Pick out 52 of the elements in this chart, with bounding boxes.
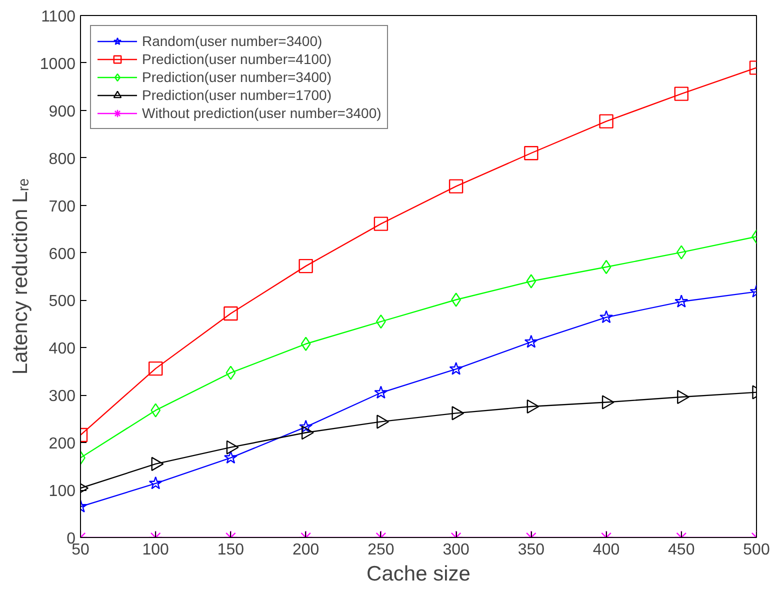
x-tick-label: 450 — [668, 542, 695, 558]
x-tick-label: 300 — [442, 542, 470, 558]
x-tick-label: 100 — [142, 542, 170, 558]
point — [676, 245, 686, 260]
y-tick-label: 1100 — [41, 8, 76, 26]
point — [298, 258, 313, 274]
y-tick-label: 1000 — [40, 56, 76, 73]
point — [374, 386, 388, 399]
point — [601, 260, 612, 274]
point — [599, 114, 614, 128]
point — [224, 306, 238, 321]
y-tick-label: 600 — [48, 246, 76, 263]
point — [524, 146, 538, 160]
point — [226, 440, 239, 454]
legend-label: Without prediction(user number=3400) — [142, 104, 382, 122]
legend-label: Prediction(user number=1700) — [142, 86, 332, 104]
point — [674, 86, 688, 101]
y-tick-label: 400 — [48, 340, 76, 358]
x-axis-title: Cache size — [366, 562, 470, 586]
point — [148, 476, 162, 490]
x-tick-label: 200 — [292, 542, 320, 558]
point — [374, 216, 388, 231]
y-tick-label: 900 — [48, 103, 76, 120]
legend-label: Prediction(user number=3400) — [142, 68, 332, 86]
y-tick-label: 500 — [48, 293, 76, 310]
point — [224, 450, 238, 464]
point — [301, 426, 314, 440]
x-tick-label: 400 — [592, 542, 620, 558]
legend-label: Prediction(user number=4100) — [142, 50, 332, 68]
point — [599, 310, 614, 324]
point — [300, 336, 311, 351]
y-tick-label: 700 — [48, 198, 76, 216]
point — [526, 274, 536, 288]
y-tick-label: 300 — [48, 388, 76, 406]
y-axis-title: Latency reduction Lᵣₑ — [8, 178, 32, 375]
y-tick-label: 800 — [48, 150, 76, 168]
point — [151, 456, 164, 472]
legend-label: Random(user number=3400) — [142, 32, 322, 50]
point — [449, 362, 463, 375]
point — [674, 294, 688, 308]
y-tick-label: 100 — [48, 483, 76, 500]
y-tick-label: 200 — [48, 436, 76, 453]
point — [226, 366, 236, 380]
x-tick-label: 500 — [743, 542, 770, 558]
x-tick-label: 350 — [518, 542, 545, 558]
point — [448, 179, 464, 194]
point — [299, 420, 313, 433]
point — [150, 403, 161, 418]
point — [524, 334, 538, 348]
x-tick-label: 250 — [368, 542, 394, 558]
point — [148, 361, 163, 376]
x-tick-label: 150 — [217, 542, 244, 558]
